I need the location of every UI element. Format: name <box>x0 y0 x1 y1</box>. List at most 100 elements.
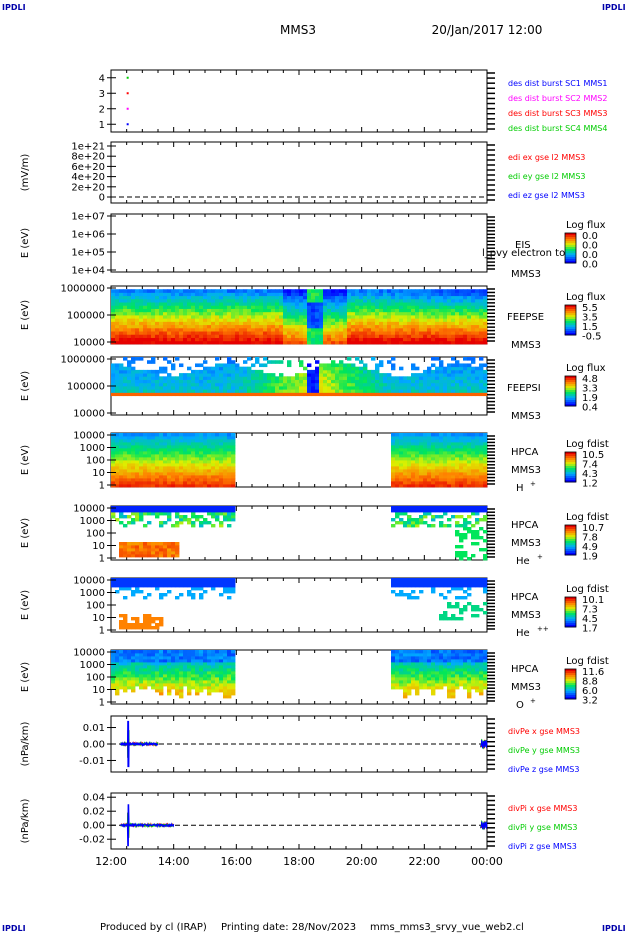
spectrogram-cell <box>479 433 484 437</box>
spectrogram-cell <box>147 521 152 525</box>
spectrogram-cell <box>459 466 464 470</box>
spectrogram-cell <box>463 527 468 531</box>
spectrogram-cell <box>231 436 236 440</box>
spectrogram-cell <box>315 369 320 374</box>
spectrogram-cell <box>127 331 132 335</box>
spectrogram-cell <box>139 392 144 397</box>
spectrogram-cell <box>159 578 164 582</box>
spectrogram-cell <box>179 305 184 309</box>
spectrogram-cell <box>135 445 140 449</box>
spectrogram-cell <box>475 578 480 582</box>
spectrogram-cell <box>167 581 172 585</box>
spectrogram-cell <box>467 587 472 591</box>
panel-4-colorbar-segment <box>565 388 576 391</box>
spectrogram-cell <box>159 451 164 455</box>
spectrogram-cell <box>455 596 460 600</box>
spectrogram-cell <box>439 337 444 342</box>
spectrogram-cell <box>167 584 172 588</box>
spectrogram-cell <box>451 392 456 397</box>
spectrogram-cell <box>467 357 472 361</box>
spectrogram-cell <box>215 478 220 482</box>
spectrogram-cell <box>447 451 452 455</box>
spectrogram-cell <box>207 475 212 479</box>
spectrogram-cell <box>175 379 180 384</box>
spectrogram-cell <box>475 614 480 618</box>
spectrogram-cell <box>391 315 396 319</box>
spectrogram-cell <box>211 305 216 309</box>
panel-5-colorbar-segment <box>565 462 576 465</box>
spectrogram-cell <box>391 509 396 513</box>
spectrogram-cell <box>443 448 448 452</box>
spectrogram-cell <box>131 506 136 510</box>
spectrogram-cell <box>355 389 360 393</box>
spectrogram-cell <box>151 439 156 443</box>
spectrogram-cell <box>175 433 180 437</box>
spectrogram-cell <box>171 472 176 476</box>
spectrogram-cell <box>147 331 152 335</box>
spectrogram-cell <box>479 321 484 326</box>
spectrogram-cell <box>391 472 396 476</box>
spectrogram-cell <box>455 376 460 380</box>
spectrogram-cell <box>159 454 164 458</box>
spectrogram-cell <box>215 475 220 479</box>
spectrogram-cell <box>259 373 264 377</box>
spectrogram-cell <box>227 460 232 464</box>
spectrogram-cell <box>123 289 128 293</box>
spectrogram-cell <box>163 442 168 446</box>
spectrogram-cell <box>395 593 400 597</box>
spectrogram-cell <box>467 315 472 319</box>
spectrogram-cell <box>475 334 480 338</box>
spectrogram-cell <box>115 376 120 380</box>
spectrogram-cell <box>255 324 260 329</box>
spectrogram-cell <box>143 617 148 621</box>
spectrogram-cell <box>327 318 332 322</box>
spectrogram-cell <box>143 386 148 390</box>
spectrogram-cell <box>123 472 128 476</box>
spectrogram-cell <box>151 327 156 332</box>
spectrogram-cell <box>231 433 236 437</box>
spectrogram-cell <box>195 386 200 390</box>
spectrogram-cell <box>119 680 124 684</box>
spectrogram-cell <box>155 369 160 374</box>
spectrogram-cell <box>151 442 156 446</box>
spectrogram-cell <box>463 472 468 476</box>
spectrogram-cell <box>455 289 460 293</box>
spectrogram-cell <box>167 373 172 377</box>
spectrogram-cell <box>391 478 396 482</box>
spectrogram-cell <box>147 321 152 326</box>
spectrogram-cell <box>127 386 132 390</box>
spectrogram-cell <box>179 324 184 329</box>
spectrogram-cell <box>227 337 232 342</box>
spectrogram-cell <box>199 466 204 470</box>
spectrogram-cell <box>467 292 472 297</box>
spectrogram-cell <box>239 289 244 293</box>
spectrogram-cell <box>187 292 192 297</box>
spectrogram-cell <box>475 389 480 393</box>
spectrogram-cell <box>139 542 144 546</box>
spectrogram-cell <box>255 331 260 335</box>
spectrogram-cell <box>479 484 484 488</box>
spectrogram-cell <box>167 454 172 458</box>
spectrogram-cell <box>419 305 424 309</box>
spectrogram-cell <box>319 373 324 377</box>
eis-instrument-label: EIS <box>515 240 531 251</box>
spectrogram-cell <box>331 315 336 319</box>
spectrogram-cell <box>403 311 408 316</box>
spectrogram-cell <box>463 463 468 467</box>
spectrogram-cell <box>431 363 436 368</box>
spectrogram-cell <box>207 327 212 332</box>
spectrogram-cell <box>267 379 272 384</box>
spectrogram-cell <box>291 386 296 390</box>
spectrogram-cell <box>479 366 484 371</box>
spectrogram-cell <box>151 509 156 513</box>
spectrogram-cell <box>123 308 128 313</box>
corner-tag-top-left: IPDLI <box>2 3 26 12</box>
spectrogram-cell <box>211 442 216 446</box>
spectrogram-cell <box>299 389 304 393</box>
spectrogram-cell <box>355 321 360 326</box>
spectrogram-cell <box>399 308 404 313</box>
spectrogram-cell <box>335 382 340 387</box>
spectrogram-cell <box>123 392 128 397</box>
spectrogram-cell <box>435 389 440 393</box>
spectrogram-cell <box>303 376 308 380</box>
